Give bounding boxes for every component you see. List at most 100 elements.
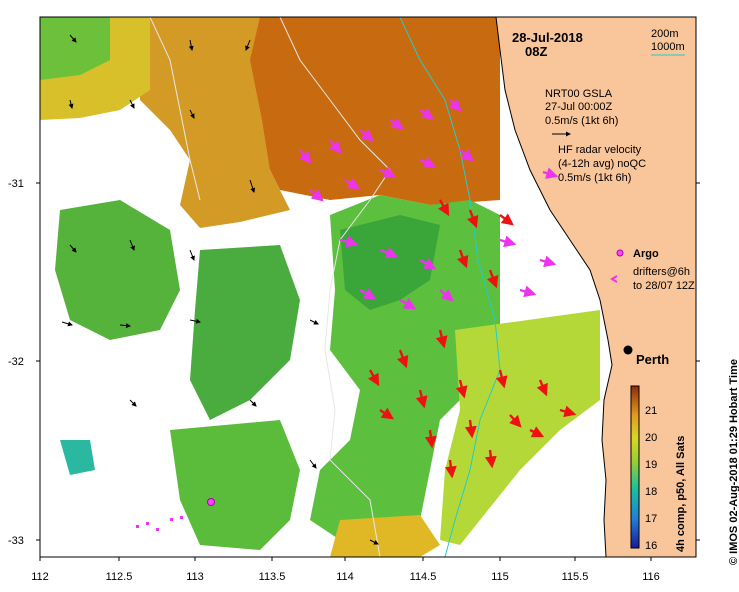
sla-legend-date: 27-Jul 00:00Z (545, 101, 613, 113)
x-tick-label: 115 (491, 571, 509, 583)
sla-arrow (129, 399, 137, 407)
x-tick-label: 113.5 (259, 571, 286, 583)
drifter-mark (146, 522, 149, 525)
colorbar-tick: 17 (645, 513, 657, 525)
radar-arrow (368, 369, 380, 387)
radar-arrow (448, 98, 462, 112)
radar-arrow (435, 329, 448, 349)
sla-arrow (69, 34, 77, 43)
sst-southwest-patches (170, 420, 300, 550)
contour-200m (399, 17, 501, 557)
radar-arrow (379, 407, 394, 420)
radar-arrow (559, 405, 577, 418)
radar-arrow (439, 289, 454, 302)
radar-arrow (499, 235, 517, 248)
map-date: 28-Jul-2018 (512, 30, 583, 45)
radar-vectors (299, 98, 577, 479)
sla-arrow (68, 99, 74, 109)
sla-arrow (119, 323, 131, 329)
radar-arrow (539, 255, 557, 268)
radar-arrow (455, 379, 468, 399)
sst-warm-patch (240, 17, 500, 205)
colorbar (630, 385, 640, 549)
x-axis: 112 112.5 113 113.5 114 114.5 115 115.5 … (31, 557, 660, 583)
perth-marker (623, 345, 633, 355)
x-tick-label: 113 (186, 571, 204, 583)
colorbar-tick: 20 (645, 432, 657, 444)
sla-arrow (369, 539, 379, 545)
radar-arrow (329, 139, 342, 154)
radar-arrow (397, 349, 409, 369)
map-plot-area (40, 17, 696, 557)
y-tick-label: -33 (8, 535, 24, 547)
radar-arrow (399, 298, 417, 310)
radar-arrow (499, 213, 514, 226)
radar-legend-scale: 0.5m/s (1kt 6h) (558, 172, 631, 184)
y-tick-label: -31 (8, 178, 24, 190)
radar-arrow (438, 199, 450, 217)
sla-arrow (189, 318, 201, 324)
colorbar-tick: 16 (645, 540, 657, 552)
radar-legend-arrow (542, 167, 559, 179)
sst-teal-patch (60, 440, 95, 475)
radar-arrow (344, 177, 361, 190)
sla-legend-title: NRT00 GSLA (545, 88, 613, 100)
y-tick-label: -32 (8, 356, 24, 368)
radar-arrow (419, 156, 437, 168)
drifter-tracks (136, 516, 183, 531)
sst-green-northwest (40, 17, 110, 80)
land-mass (495, 17, 696, 557)
radar-arrow (529, 426, 545, 438)
radar-arrow (419, 258, 437, 270)
drifter-legend-line2: to 28/07 12Z (633, 280, 695, 292)
map-time: 08Z (525, 44, 547, 59)
colorbar-label: 4h comp, p50, All Sats (675, 436, 687, 552)
sla-arrow (309, 459, 317, 469)
drifter-mark (136, 525, 139, 528)
map-frame (39, 16, 697, 558)
drifter-mark (156, 528, 159, 531)
radar-arrow (459, 149, 474, 162)
sla-arrow (61, 321, 73, 327)
argo-legend-marker (616, 249, 624, 257)
drifter-legend-line1: drifters@6h (633, 266, 690, 278)
sla-arrow (249, 399, 257, 407)
radar-arrow (339, 235, 359, 248)
radar-arrow (359, 288, 377, 300)
radar-arrow (484, 449, 497, 469)
x-tick-label: 116 (642, 571, 660, 583)
colorbar-tick: 21 (645, 405, 657, 417)
contour-legend-200m: 200m (651, 28, 679, 40)
credit-text: © IMOS 02-Aug-2018 01:29 Hobart Time (728, 359, 739, 565)
city-label-perth: Perth (636, 352, 669, 367)
sst-dark-green-core (340, 215, 440, 310)
radar-arrow (519, 285, 537, 298)
sla-arrow (189, 109, 195, 119)
sla-legend-scale: 0.5m/s (1kt 6h) (545, 115, 618, 127)
x-tick-label: 114.5 (410, 571, 437, 583)
drifter-mark (180, 516, 183, 519)
colorbar-tick: 18 (645, 486, 657, 498)
sla-arrow (189, 249, 195, 261)
radar-legend-title: HF radar velocity (558, 144, 642, 156)
contour-1000m-west (149, 17, 201, 201)
argo-float (207, 498, 215, 506)
colorbar-tick: 19 (645, 459, 657, 471)
sla-arrow (69, 244, 77, 253)
argo-legend-label: Argo (633, 248, 659, 260)
sst-south-warm (330, 515, 440, 557)
radar-arrow (444, 459, 457, 479)
radar-arrow (299, 149, 312, 164)
radar-arrow (379, 247, 399, 259)
x-tick-label: 112 (31, 571, 49, 583)
radar-arrow (536, 379, 548, 397)
radar-arrow (359, 129, 374, 142)
sla-arrow (309, 319, 319, 325)
sst-mid-patch-north (140, 17, 290, 228)
sla-arrow (129, 99, 135, 109)
colorbar-ticks: 21 20 19 18 17 16 (645, 405, 657, 552)
radar-arrow (379, 166, 397, 178)
radar-arrow (424, 429, 437, 449)
radar-arrow (419, 107, 434, 120)
